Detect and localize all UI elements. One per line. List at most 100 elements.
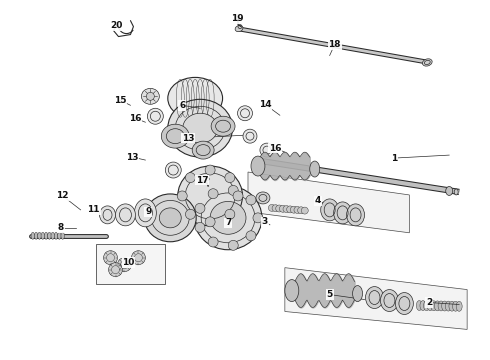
Ellipse shape xyxy=(145,194,196,242)
Circle shape xyxy=(208,237,218,247)
Ellipse shape xyxy=(99,206,116,224)
Circle shape xyxy=(195,203,205,213)
Circle shape xyxy=(246,231,256,241)
Text: 6: 6 xyxy=(179,101,185,110)
Ellipse shape xyxy=(54,232,58,239)
Ellipse shape xyxy=(178,166,243,226)
Ellipse shape xyxy=(192,141,214,159)
Ellipse shape xyxy=(168,77,222,119)
Circle shape xyxy=(228,185,238,195)
Circle shape xyxy=(103,251,118,265)
Ellipse shape xyxy=(34,232,38,239)
Ellipse shape xyxy=(441,301,448,311)
Circle shape xyxy=(283,206,290,212)
Ellipse shape xyxy=(446,186,453,195)
Circle shape xyxy=(108,263,122,276)
Circle shape xyxy=(290,206,297,213)
Ellipse shape xyxy=(251,156,265,176)
Ellipse shape xyxy=(147,108,163,124)
Circle shape xyxy=(195,222,205,232)
Ellipse shape xyxy=(423,301,430,311)
Text: 16: 16 xyxy=(129,114,142,123)
Ellipse shape xyxy=(427,301,433,311)
Ellipse shape xyxy=(238,106,252,121)
Circle shape xyxy=(177,191,187,201)
Bar xyxy=(96,244,165,284)
Circle shape xyxy=(228,240,238,250)
Ellipse shape xyxy=(366,287,384,309)
Circle shape xyxy=(208,189,218,199)
Ellipse shape xyxy=(456,301,462,311)
Ellipse shape xyxy=(334,202,352,224)
Ellipse shape xyxy=(58,232,61,239)
Circle shape xyxy=(131,251,146,265)
Ellipse shape xyxy=(45,232,48,239)
Text: 4: 4 xyxy=(315,197,321,206)
Ellipse shape xyxy=(203,177,209,181)
Circle shape xyxy=(147,92,154,100)
Text: 19: 19 xyxy=(231,14,244,23)
Circle shape xyxy=(205,165,215,175)
Polygon shape xyxy=(248,172,409,233)
Circle shape xyxy=(205,217,215,227)
Ellipse shape xyxy=(346,204,365,226)
Ellipse shape xyxy=(285,280,299,302)
Ellipse shape xyxy=(395,293,414,315)
Ellipse shape xyxy=(235,26,243,32)
Ellipse shape xyxy=(321,199,339,221)
Text: 3: 3 xyxy=(262,217,268,226)
Polygon shape xyxy=(285,268,467,329)
Ellipse shape xyxy=(194,186,262,250)
Circle shape xyxy=(301,207,308,214)
Ellipse shape xyxy=(438,301,444,311)
Text: 20: 20 xyxy=(110,21,122,30)
Ellipse shape xyxy=(134,199,156,227)
Circle shape xyxy=(276,205,283,212)
Ellipse shape xyxy=(353,285,363,302)
Ellipse shape xyxy=(168,99,233,157)
Ellipse shape xyxy=(116,204,135,226)
Ellipse shape xyxy=(142,88,159,104)
Text: 8: 8 xyxy=(58,223,64,232)
Ellipse shape xyxy=(416,301,422,310)
Circle shape xyxy=(118,258,131,272)
Ellipse shape xyxy=(38,232,41,239)
Text: 17: 17 xyxy=(196,176,208,185)
Ellipse shape xyxy=(310,161,319,177)
Circle shape xyxy=(297,207,305,214)
Ellipse shape xyxy=(420,301,426,311)
Ellipse shape xyxy=(380,289,398,311)
Ellipse shape xyxy=(183,113,218,143)
Text: 1: 1 xyxy=(392,154,397,163)
Ellipse shape xyxy=(31,232,35,239)
Ellipse shape xyxy=(211,116,235,136)
Ellipse shape xyxy=(435,301,441,311)
Circle shape xyxy=(279,205,286,212)
Text: 7: 7 xyxy=(225,218,231,227)
Ellipse shape xyxy=(51,232,54,239)
Circle shape xyxy=(185,173,196,183)
Circle shape xyxy=(269,204,275,211)
Ellipse shape xyxy=(61,232,65,239)
Ellipse shape xyxy=(210,201,246,234)
Circle shape xyxy=(225,209,235,219)
Text: 11: 11 xyxy=(87,206,100,215)
Circle shape xyxy=(294,207,301,213)
Text: 10: 10 xyxy=(122,258,135,267)
Ellipse shape xyxy=(445,301,451,311)
Ellipse shape xyxy=(422,59,432,66)
Text: 5: 5 xyxy=(326,290,333,299)
Circle shape xyxy=(225,173,235,183)
Ellipse shape xyxy=(48,232,51,239)
Circle shape xyxy=(233,191,243,201)
Text: 9: 9 xyxy=(145,207,151,216)
Ellipse shape xyxy=(41,232,45,239)
Ellipse shape xyxy=(243,129,257,143)
Circle shape xyxy=(185,209,196,219)
Circle shape xyxy=(253,213,263,223)
Ellipse shape xyxy=(161,124,189,148)
Ellipse shape xyxy=(256,192,270,204)
Ellipse shape xyxy=(454,189,458,195)
Circle shape xyxy=(272,205,279,212)
Text: 13: 13 xyxy=(182,134,195,143)
